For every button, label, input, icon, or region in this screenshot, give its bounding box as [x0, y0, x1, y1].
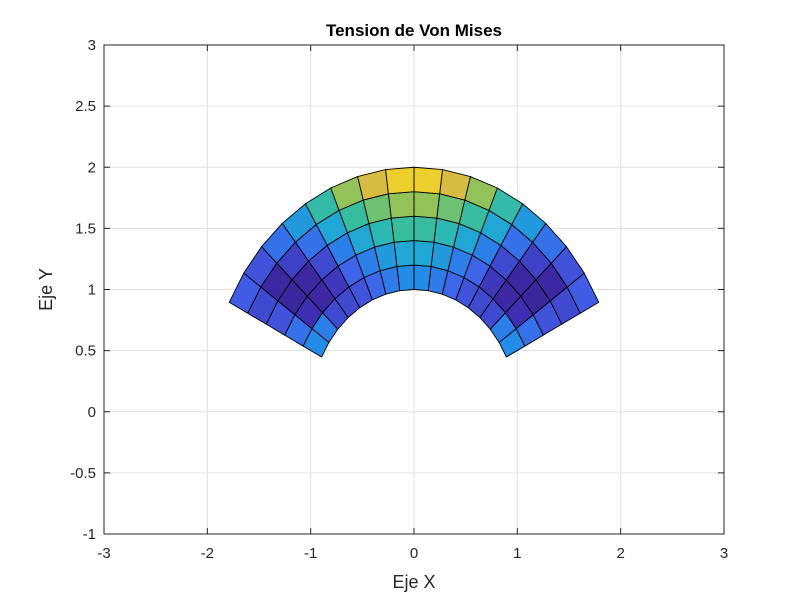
mesh-element: [413, 191, 441, 219]
mesh-element: [393, 240, 415, 267]
y-tick-label: 1: [88, 282, 96, 299]
x-tick-label: 3: [720, 545, 728, 562]
mesh-element: [413, 166, 443, 195]
y-tick-label: 0.5: [75, 343, 96, 360]
mesh-element: [385, 166, 415, 195]
mesh-element: [413, 240, 435, 267]
y-tick-label: -0.5: [70, 465, 96, 482]
x-tick-label: -3: [97, 545, 110, 562]
mesh-element: [387, 191, 415, 219]
x-tick-label: 1: [513, 545, 521, 562]
mesh-element: [413, 264, 432, 292]
mesh-element: [413, 215, 438, 243]
x-tick-label: -1: [304, 545, 317, 562]
y-tick-label: 2: [88, 159, 96, 176]
y-tick-label: 0: [88, 404, 96, 421]
stress-mesh: [228, 166, 600, 358]
mesh-element: [228, 272, 262, 314]
y-tick-label: 1.5: [75, 220, 96, 237]
x-tick-label: -2: [201, 545, 214, 562]
mesh-element: [390, 215, 415, 243]
y-axis-label: Eje Y: [36, 268, 56, 311]
y-tick-label: 3: [88, 37, 96, 54]
x-tick-label: 2: [616, 545, 624, 562]
chart-title: Tension de Von Mises: [326, 21, 502, 40]
y-tick-label: -1: [83, 526, 96, 543]
x-tick-label: 0: [410, 545, 418, 562]
axis-ticks: -3 -2 -1 0 1 2 3 -1 -0.5 0 0.5 1 1.5 2 2.5 3: [70, 37, 728, 562]
y-tick-label: 2.5: [75, 98, 96, 115]
x-axis-label: Eje X: [392, 572, 435, 592]
